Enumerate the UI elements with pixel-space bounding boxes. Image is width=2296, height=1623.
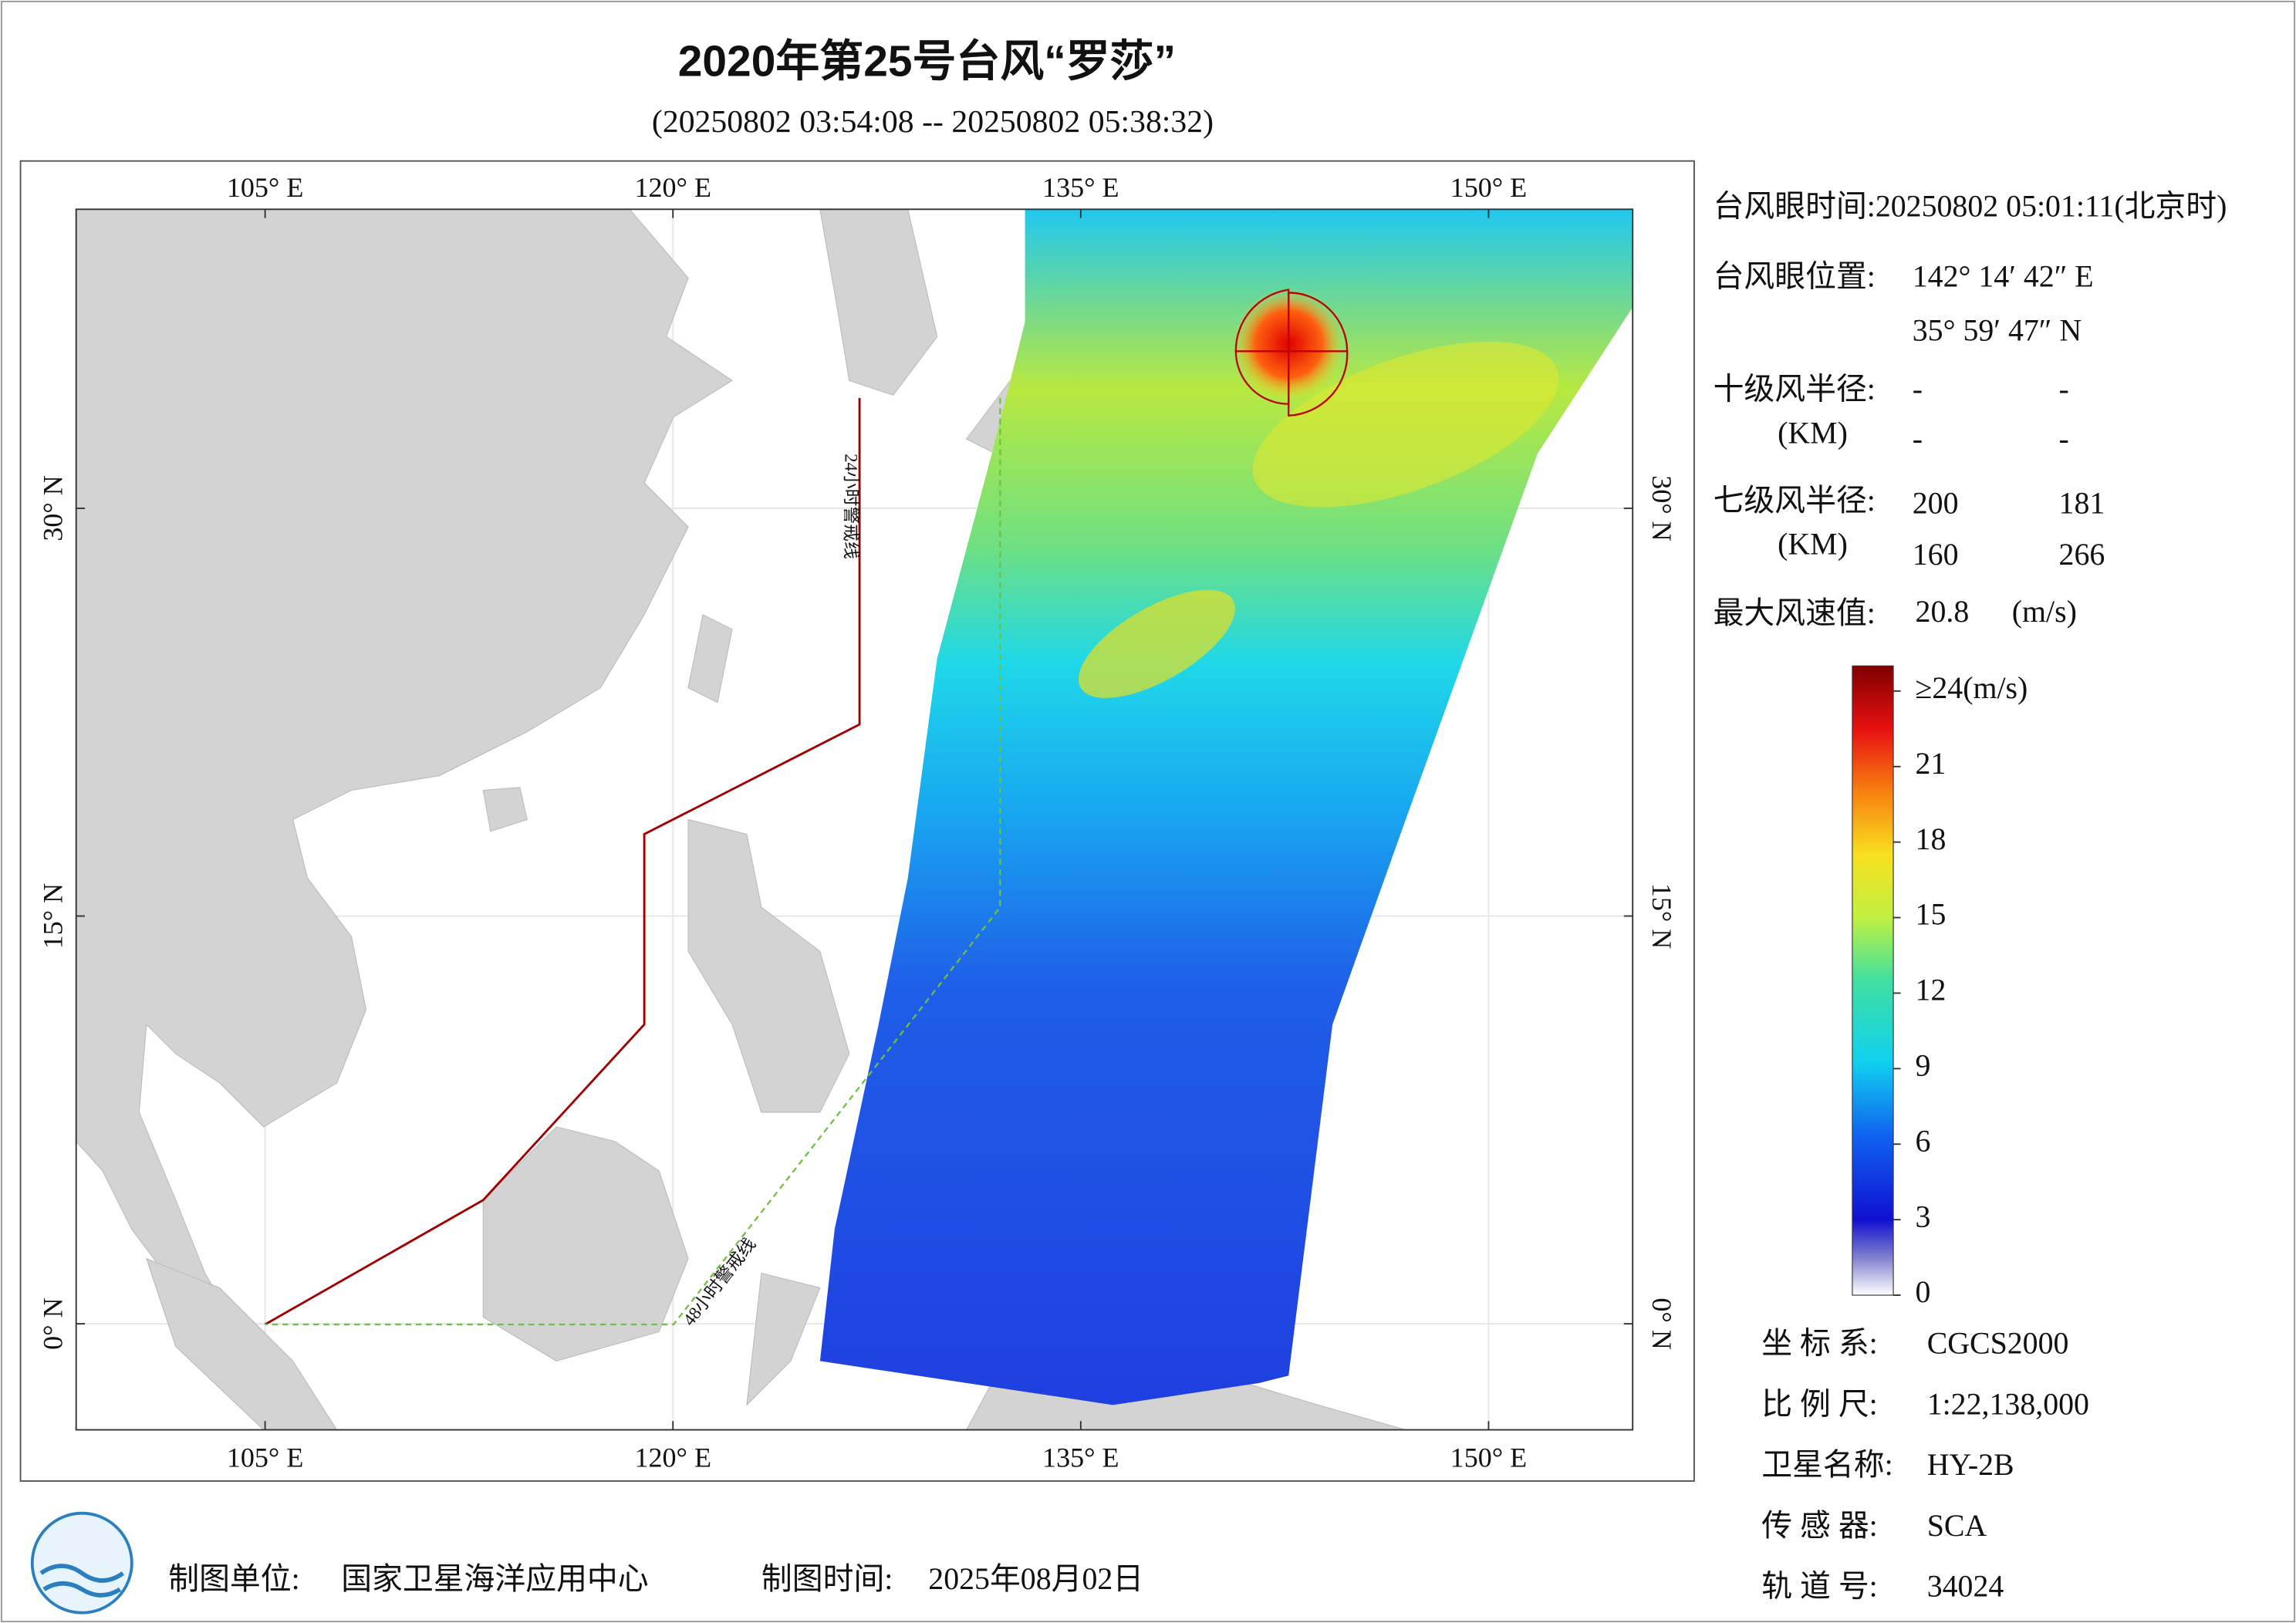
r10-unit: (KM): [1778, 416, 1848, 450]
warning-line-24h: [264, 398, 861, 1326]
unit-label: 制图单位:: [168, 1561, 299, 1596]
meta-label: 比 例 尺:: [1761, 1386, 1877, 1421]
colorbar-tick-label: 21: [1916, 746, 1947, 781]
unit: 国家卫星海洋应用中心: [341, 1561, 648, 1596]
colorbar-tick-label: 0: [1916, 1274, 1931, 1309]
r7-value: 160: [1913, 537, 1959, 572]
logo-wave: [42, 1581, 122, 1598]
lon-tick-label: 150° E: [1450, 172, 1528, 203]
colorbar-tick-label: 15: [1916, 897, 1947, 932]
logo: [30, 1511, 133, 1615]
colorbar: [1852, 665, 1894, 1296]
lat-tick-label: 15° N: [1646, 883, 1677, 949]
max-wind-label: 最大风速值:: [1714, 596, 1876, 630]
r10-value: -: [2059, 421, 2069, 456]
land-hainan: [482, 787, 528, 832]
metadata: 坐 标 系: CGCS2000 比 例 尺: 1:22,138,000 卫星名称: HY-…: [1761, 1326, 2089, 1604]
lon-tick-label: 105° E: [227, 172, 304, 203]
info-panel: 台风眼时间:20250802 05:01:11(北京时) 台风眼位置: 142°…: [1714, 188, 2227, 1603]
max-wind: 20.8: [1916, 594, 1970, 629]
r7-value: 200: [1913, 486, 1959, 521]
subtitle: (20250802 03:54:08 -- 20250802 05:38:32): [652, 104, 1214, 140]
lon-tick-label: 120° E: [634, 1442, 711, 1473]
typhoon-marker: [1234, 288, 1349, 417]
colorbar-tick-label: 6: [1916, 1123, 1931, 1158]
map-frame: [19, 160, 1695, 1482]
time: 2025年08月02日: [928, 1561, 1143, 1596]
footer: 制图单位: 国家卫星海洋应用中心 制图时间: 2025年08月02日: [30, 1511, 1143, 1615]
meta-label: 卫星名称:: [1761, 1447, 1893, 1482]
land-taiwan: [687, 613, 733, 704]
r7-value: 266: [2059, 537, 2105, 572]
lat-tick-label: 0° N: [1646, 1297, 1677, 1349]
colorbar-tick-label: 9: [1916, 1048, 1931, 1082]
meta-value: CGCS2000: [1927, 1326, 2069, 1361]
land-sumatra: [145, 1257, 338, 1430]
land-sulawesi: [746, 1272, 821, 1406]
eye-lon: 142° 14′ 42″ E: [1913, 259, 2094, 294]
meta-value: HY-2B: [1927, 1447, 2014, 1482]
map-ticks: 105° E 105° E 120° E 120° E 135° E 135° E 150°…: [37, 172, 1677, 1473]
title: 2020年第25号台风“罗莎”: [678, 37, 1176, 86]
map-axes: [75, 208, 1634, 1431]
lon-tick-label: 135° E: [1042, 1442, 1119, 1473]
r10-label: 十级风半径:: [1714, 372, 1876, 407]
lat-tick-label: 30° N: [37, 475, 68, 541]
colorbar-ticks: 0 3 6 9 12 15 18 21 ≥24(m/s): [1893, 670, 2028, 1309]
lon-tick-label: 150° E: [1450, 1442, 1528, 1473]
lon-tick-label: 105° E: [227, 1442, 304, 1473]
colorbar-tick-label: 18: [1916, 822, 1947, 856]
warning-line-48h: [265, 398, 1001, 1326]
wind-swath: [819, 209, 1633, 1405]
land-philippines: [687, 818, 850, 1113]
wind-band: [1078, 589, 1235, 698]
colorbar-tick-label: 12: [1916, 973, 1947, 1007]
wind-band: [1252, 341, 1559, 508]
lat-tick-label: 30° N: [1646, 475, 1677, 541]
max-wind-unit: (m/s): [2012, 594, 2077, 629]
meta-value: SCA: [1927, 1508, 1987, 1543]
lat-tick-label: 0° N: [37, 1297, 68, 1349]
eye-time: 台风眼时间:20250802 05:01:11(北京时): [1714, 188, 2227, 223]
eye-position-label: 台风眼位置:: [1714, 259, 1876, 294]
r10-value: -: [2059, 372, 2069, 407]
lon-tick-label: 120° E: [634, 172, 711, 203]
r7-label: 七级风半径:: [1714, 483, 1876, 518]
r10-value: -: [1913, 372, 1923, 407]
r7-unit: (KM): [1778, 527, 1848, 562]
time-label: 制图时间:: [761, 1561, 893, 1596]
land-borneo: [482, 1126, 689, 1362]
lon-tick-label: 135° E: [1042, 172, 1119, 203]
meta-label: 传 感 器:: [1761, 1508, 1877, 1543]
meta-label: 坐 标 系:: [1761, 1326, 1877, 1361]
lat-tick-label: 15° N: [37, 883, 68, 949]
meta-value: 34024: [1927, 1569, 2004, 1604]
meta-label: 轨 道 号:: [1761, 1569, 1877, 1604]
eye-lat: 35° 59′ 47″ N: [1913, 313, 2082, 348]
logo-wave: [39, 1564, 125, 1583]
colorbar-tick-label: 3: [1916, 1199, 1931, 1233]
land-korea: [819, 209, 938, 396]
r7-value: 181: [2059, 486, 2105, 521]
warning-label-24h: 24小时警戒线: [842, 454, 861, 559]
r10-value: -: [1913, 421, 1923, 456]
map: 24小时警戒线 48小时警戒线: [76, 209, 1633, 1430]
meta-value: 1:22,138,000: [1927, 1386, 2089, 1421]
colorbar-tick-label: ≥24(m/s): [1916, 670, 2028, 705]
